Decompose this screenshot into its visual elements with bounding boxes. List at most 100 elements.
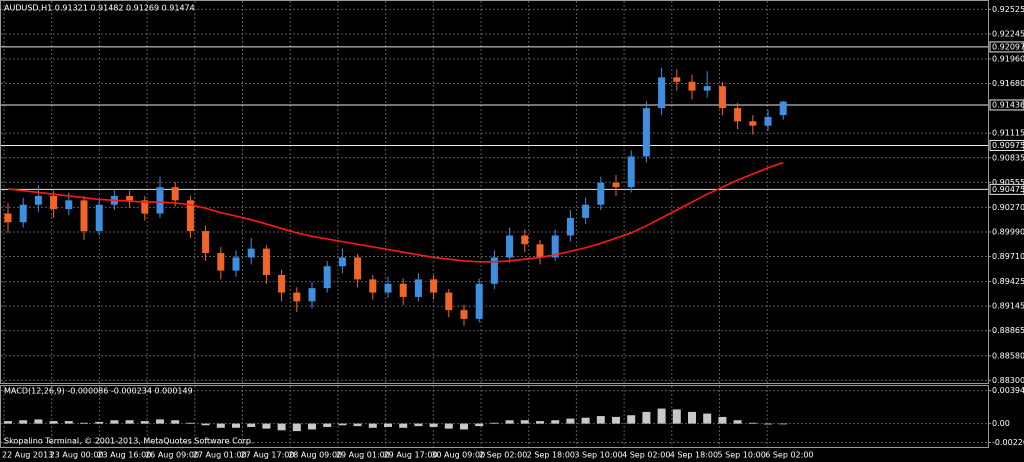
candle-body	[34, 195, 42, 205]
macd-bar	[4, 421, 12, 424]
candle-body	[612, 182, 620, 188]
y-tick-label: 0.89145	[992, 302, 1024, 311]
x-tick-label: 23 Aug 16:00	[97, 451, 151, 460]
y-tick-label: 0.91960	[992, 54, 1024, 63]
candle-body	[749, 121, 757, 126]
footer: Skopalino Terminal, © 2001-2013, MetaQuo…	[4, 437, 253, 446]
level-box	[989, 41, 1024, 53]
macd-bar	[95, 421, 104, 424]
candle-body	[156, 187, 164, 214]
x-tick-label: 4 Sep 18:00	[670, 451, 718, 460]
macd-bar	[277, 423, 286, 431]
macd-bar	[429, 423, 438, 427]
macd-bar	[308, 423, 316, 430]
macd-bar	[748, 422, 757, 424]
x-tick-label: 23 Aug 00:00	[50, 451, 104, 460]
macd-bar	[566, 418, 575, 424]
macd-bar	[475, 423, 484, 427]
macd-bar	[232, 423, 240, 428]
candle-body	[186, 200, 194, 232]
candle-body	[597, 182, 605, 205]
macd-bar	[733, 420, 742, 424]
candle-body	[718, 86, 726, 109]
macd-bar	[642, 411, 651, 424]
macd-bar	[19, 420, 28, 424]
candle-body	[779, 101, 787, 116]
macd-bar	[368, 423, 377, 428]
macd-bar	[536, 421, 544, 424]
macd-bar	[414, 423, 423, 427]
x-tick-label: 22 Aug 2013	[2, 451, 53, 460]
x-tick-label: 27 Aug 17:00	[241, 451, 295, 460]
candle-body	[338, 257, 346, 267]
macd-bar	[110, 420, 119, 424]
candle-body	[293, 292, 301, 302]
y-tick-label: 0.88865	[992, 326, 1024, 335]
x-tick-label: 3 Sep 10:00	[574, 451, 622, 460]
candle-body	[658, 77, 666, 109]
level-label: 0.90975	[992, 141, 1024, 150]
candle-body	[490, 257, 498, 284]
x-tick-label: 27 Aug 01:00	[193, 451, 247, 460]
macd-bar	[171, 420, 180, 424]
x-tick-label: 29 Aug 01:00	[336, 451, 390, 460]
macd-bar	[444, 423, 453, 429]
candle-body	[566, 217, 574, 236]
candle-body	[384, 283, 392, 293]
x-tick-label: 2 Sep 02:00	[479, 451, 527, 460]
y-tick-label: 0.003947	[992, 386, 1024, 395]
macd-bar	[399, 423, 408, 428]
x-tick-label: 30 Aug 09:00	[431, 451, 485, 460]
moving-average	[7, 161, 784, 263]
candle-body	[354, 257, 362, 280]
candle-body	[19, 204, 27, 223]
macd-bar	[764, 423, 772, 425]
macd-bar	[596, 416, 605, 424]
level-label: 0.91436	[992, 100, 1024, 109]
candle-body	[703, 86, 711, 91]
level-label: 0.92097	[992, 42, 1024, 51]
macd-bar	[292, 423, 301, 432]
candle-body	[217, 253, 225, 271]
candle-body	[141, 200, 149, 214]
macd-bar	[156, 419, 164, 424]
macd-bar	[140, 421, 149, 424]
y-tick-label: 0.90555	[992, 178, 1024, 187]
x-tick-label: 4 Sep 02:00	[622, 451, 670, 460]
candle-body	[642, 108, 650, 157]
y-tick-label: 0.89990	[992, 227, 1024, 236]
candle-body	[430, 279, 438, 293]
macd-bar	[64, 421, 73, 424]
candle-body	[278, 274, 286, 293]
macd-bar	[460, 423, 468, 430]
macd-frame	[0, 385, 989, 448]
level-box	[989, 139, 1024, 151]
y-tick-label: 0.90835	[992, 153, 1024, 162]
candle-body	[673, 77, 681, 82]
level-label: 0.90475	[992, 185, 1024, 194]
x-tick-label: 6 Sep 02:00	[765, 451, 813, 460]
candle-body	[80, 200, 88, 232]
candle-body	[627, 156, 635, 188]
macd-bar	[186, 422, 195, 424]
candle-body	[262, 248, 270, 275]
macd-bar	[247, 423, 256, 427]
candle-body	[445, 292, 453, 311]
y-tick-label: 0.92525	[992, 5, 1024, 14]
candle-body	[202, 231, 210, 254]
candle-body	[308, 288, 316, 302]
candle-body	[414, 279, 422, 297]
candle-body	[95, 204, 103, 232]
macd-bar	[125, 420, 134, 424]
y-tick-label: 0.92245	[992, 29, 1024, 38]
level-box	[989, 183, 1024, 195]
macd-bar	[262, 423, 271, 429]
candle-body	[506, 235, 514, 258]
candle-body	[688, 81, 696, 91]
y-tick-label: -0.00226	[992, 438, 1024, 447]
candle-body	[126, 195, 134, 201]
macd-bar	[353, 423, 362, 427]
candle-body	[536, 244, 544, 258]
macd-bar	[323, 423, 332, 427]
candle-body	[475, 283, 483, 319]
